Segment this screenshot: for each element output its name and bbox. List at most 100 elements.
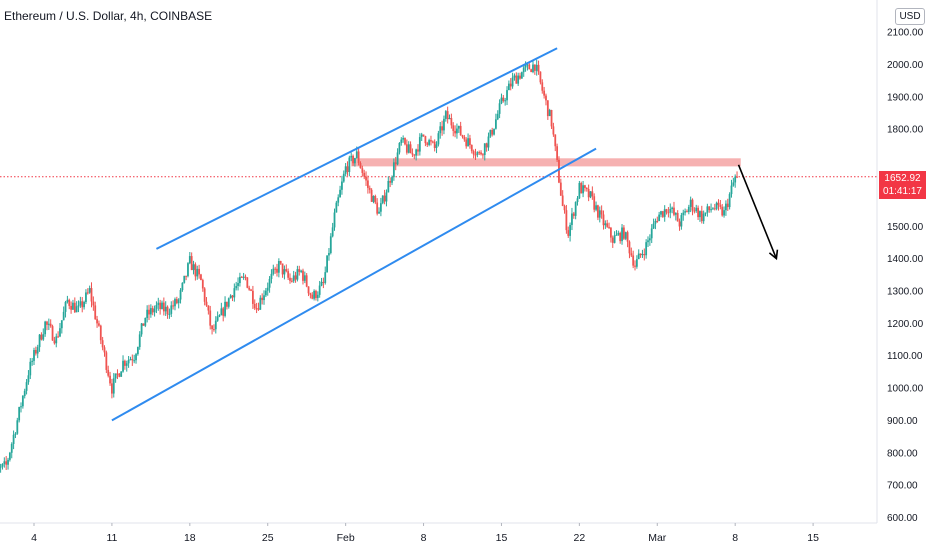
candle-body — [450, 118, 453, 126]
candle-body — [116, 373, 119, 375]
candle-body — [585, 187, 588, 190]
candle-body — [682, 212, 685, 216]
candle-body — [398, 143, 401, 153]
candle-body — [674, 213, 677, 215]
y-tick-label: 1400.00 — [887, 254, 924, 265]
y-tick-label: 1900.00 — [887, 92, 924, 103]
candle-body — [370, 189, 373, 202]
candle-body — [530, 69, 533, 73]
candle-body — [509, 83, 512, 87]
y-tick-label: 700.00 — [887, 481, 918, 492]
candle-body — [10, 443, 13, 453]
candle-body — [239, 276, 241, 284]
candle-body — [188, 256, 191, 264]
candle-body — [556, 146, 559, 160]
candle-body — [75, 306, 78, 313]
candle-body — [270, 273, 273, 279]
last-price-value: 1652.92 — [884, 173, 921, 184]
candle-body — [728, 194, 731, 208]
candle-body — [125, 363, 128, 366]
candle-body — [216, 316, 219, 321]
candle-body — [40, 334, 43, 340]
candle-body — [687, 206, 690, 213]
candle-body — [691, 199, 694, 211]
candle-body — [654, 220, 657, 224]
candle-body — [391, 177, 393, 183]
candle-body — [446, 111, 449, 120]
candle-body — [563, 206, 566, 211]
candle-body — [708, 206, 711, 211]
candle-body — [400, 139, 403, 144]
candle-body — [12, 434, 15, 444]
candle-body — [55, 336, 58, 344]
candle-body — [263, 295, 265, 301]
candle-body — [678, 221, 681, 227]
candle-body — [346, 166, 349, 173]
candle-body — [261, 297, 264, 301]
candle-body — [541, 82, 544, 91]
candle-body — [123, 360, 126, 366]
y-tick-label: 1100.00 — [887, 351, 923, 362]
candle-body — [250, 289, 252, 291]
candle-body — [49, 323, 52, 327]
candle-body — [77, 305, 80, 307]
candle-body — [187, 263, 189, 277]
candle-body — [14, 433, 17, 435]
candle-body — [7, 459, 9, 465]
candle-body — [42, 334, 45, 340]
candle-body — [46, 321, 48, 325]
candle-body — [641, 254, 644, 256]
candle-body — [70, 305, 72, 310]
candle-body — [292, 275, 295, 282]
candle-body — [671, 207, 674, 209]
candle-body — [635, 259, 638, 267]
candle-body — [235, 285, 238, 289]
candle-body — [153, 308, 156, 313]
candle-body — [313, 290, 316, 299]
candle-body — [456, 128, 458, 134]
candle-body — [111, 383, 113, 394]
candle-body — [322, 281, 325, 283]
candle-body — [558, 159, 560, 183]
candle-body — [506, 90, 508, 101]
candle-body — [16, 420, 19, 434]
candle-body — [383, 195, 386, 202]
candle-body — [478, 152, 481, 154]
candle-body — [628, 241, 631, 254]
currency-button[interactable]: USD — [895, 8, 925, 25]
candle-body — [713, 208, 716, 210]
candle-body — [53, 340, 56, 344]
candle-body — [493, 128, 495, 135]
candle-body — [480, 152, 482, 155]
candle-body — [192, 264, 195, 271]
candle-body — [227, 298, 230, 307]
candle-body — [507, 83, 510, 91]
candle-body — [112, 378, 115, 394]
projection-arrow-head — [768, 249, 779, 261]
candle-body — [31, 360, 34, 362]
candle-body — [355, 151, 358, 159]
candle-body — [409, 144, 412, 154]
candle-body — [405, 144, 408, 153]
candle-body — [85, 292, 87, 303]
candle-body — [574, 202, 577, 216]
candle-body — [352, 155, 354, 164]
candle-body — [3, 461, 6, 464]
candle-body — [183, 275, 186, 283]
candle-body — [637, 253, 640, 260]
candle-body — [329, 236, 332, 254]
candle-body — [413, 154, 416, 156]
candle-body — [613, 235, 616, 243]
x-tick-label: 15 — [496, 532, 508, 544]
candle-body — [565, 210, 568, 231]
candle-body — [622, 227, 625, 239]
candle-body — [72, 302, 74, 310]
candle-body — [51, 326, 54, 341]
candle-body — [60, 320, 63, 329]
candle-body — [129, 359, 132, 361]
candle-body — [363, 172, 366, 177]
candle-body — [38, 334, 41, 348]
candle-body — [214, 320, 217, 330]
